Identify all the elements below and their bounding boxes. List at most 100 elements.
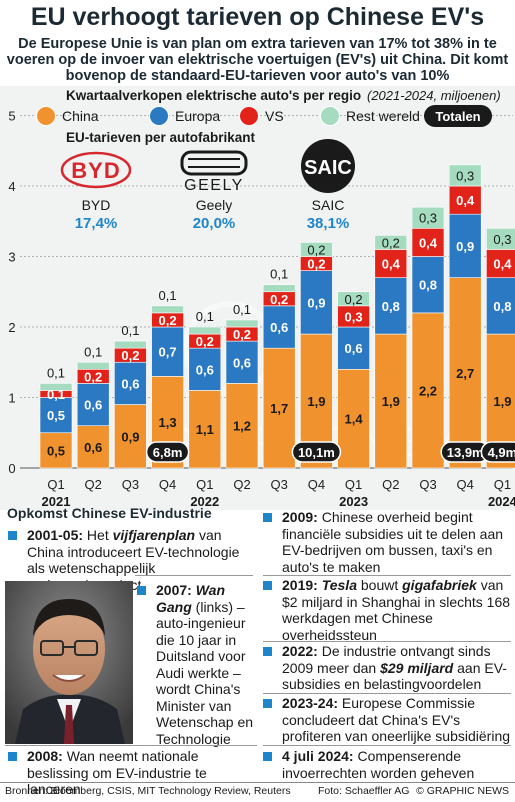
portrait-photo-wan-gang [5,581,133,744]
divider [135,575,253,576]
bar-segment [188,326,222,335]
x-tick-label: Q1 [196,477,213,492]
data-label: 0,5 [47,408,65,423]
x-tick-label: Q1 [47,477,64,492]
data-label: 1,3 [159,415,177,430]
labels-layer: 0,5 0,5 0,1 0,1 Q1 0,6 0,6 0,2 0,1 Q2 0,9 0,6 0,2 0,1… [42,168,515,509]
bar-segment [188,390,222,469]
y-tick-label: 3 [8,250,15,265]
data-label: 2,2 [419,383,437,398]
timeline-event-2008: 2008: Wan neemt nationale beslissing om … [8,748,258,798]
sources: Bronnen: Bloomberg, CSIS, MIT Technology… [5,785,291,797]
tariff-rate: 20,0% [193,215,236,232]
divider [263,641,511,642]
data-label: 0,4 [419,235,438,250]
data-label: 0,6 [233,355,251,370]
bar-segment [411,256,445,314]
totals-legend-badge [424,105,492,127]
saic-logo-text: SAIC [304,157,352,179]
y-tick-label: 0 [8,461,15,476]
totals-legend-label: Totalen [435,109,480,124]
data-label: 0,2 [159,313,177,328]
data-label: 1,1 [196,422,214,437]
year-label: 2023 [339,494,368,509]
year-label: 2022 [190,494,219,509]
geely-logo-icon [180,150,248,176]
bar-segment [486,228,515,250]
total-badge [480,441,515,463]
data-label: 2,7 [456,366,474,381]
bar-segment [114,340,147,349]
data-label: 0,1 [233,302,251,317]
x-tick-label: Q3 [122,477,139,492]
manufacturer-name: Geely [196,197,233,213]
data-label: 0,4 [456,193,475,208]
bars-layer [39,164,515,469]
data-label: 1,2 [233,419,251,434]
timeline-event-2007: 2007: Wan Gang (links) – auto-ingenieur … [137,582,262,747]
year-label: 2024 [488,494,515,509]
legend-swatch [320,106,340,126]
bar-segment [39,397,73,434]
data-label: 0,6 [345,341,363,356]
event-date: 2022: [282,643,318,659]
manufacturer-name: SAIC [312,197,345,213]
bar-segment [448,185,482,215]
data-label: 0,6 [84,398,102,413]
data-label: 0,1 [47,365,65,380]
data-label: 0,6 [84,440,102,455]
data-label: 0,1 [159,288,177,303]
x-tick-label: Q4 [159,477,176,492]
data-label: 0,3 [419,211,437,226]
bullet-square-icon [263,699,272,708]
data-label: 0,2 [84,369,102,384]
bar-segment [39,383,73,391]
data-label: 0,1 [121,323,139,338]
copyright: © GRAPHIC NEWS [416,785,509,797]
total-label: 10,1m [298,445,335,460]
event-date: 2008: [27,748,63,764]
event-date: 2019: [282,577,318,593]
event-date: 2007: [156,582,192,598]
bar-segment [486,249,515,278]
bar-segment [448,213,482,278]
event-date: 2023-24: [282,695,339,711]
top-layer: 6,8m 10,1m 13,9m 4,9m Kwartaalverkopen elekt… [36,88,515,463]
data-label: 0,2 [270,292,288,307]
x-tick-label: Q1 [345,477,362,492]
x-tick-label: Q4 [308,477,325,492]
timeline-event-2022: 2022: De industrie ontvangt sinds 2009 m… [263,643,511,693]
tariff-rate: 17,4% [75,215,118,232]
bar-segment [411,228,445,257]
data-label: 1,9 [307,394,325,409]
timeline-event-2009: 2009: Chinese overheid begint financiële… [263,509,511,575]
legend-swatch [36,106,56,126]
bar-segment [411,312,445,469]
timeline-event-2019: 2019: Tesla bouwt gigafabriek van $2 mil… [263,577,511,643]
data-label: 0,9 [121,429,139,444]
geely-logo-text: GEELY [184,177,244,194]
legend-label: Rest wereld [346,108,420,124]
x-tick-label: Q2 [233,477,250,492]
legend-label: Europa [175,108,220,124]
data-label: 0,2 [307,257,325,272]
bar-segment [374,277,408,335]
y-tick-label: 2 [8,320,15,335]
bar-segment [225,319,259,328]
x-tick-label: Q1 [494,477,511,492]
bar-segment [486,277,515,335]
footer-rule [0,782,515,783]
saic-logo-icon [301,139,355,193]
y-tick-label: 4 [8,179,15,194]
divider [263,575,511,576]
bar-segment [337,291,370,307]
bar-segment [225,340,259,384]
bullet-square-icon [263,647,272,656]
bar-segment [374,235,408,250]
bullet-square-icon [8,531,17,540]
data-label: 0,2 [307,242,325,257]
bar-segment [262,305,296,349]
bar-segment [300,242,333,257]
y-tick-label: 1 [8,391,15,406]
